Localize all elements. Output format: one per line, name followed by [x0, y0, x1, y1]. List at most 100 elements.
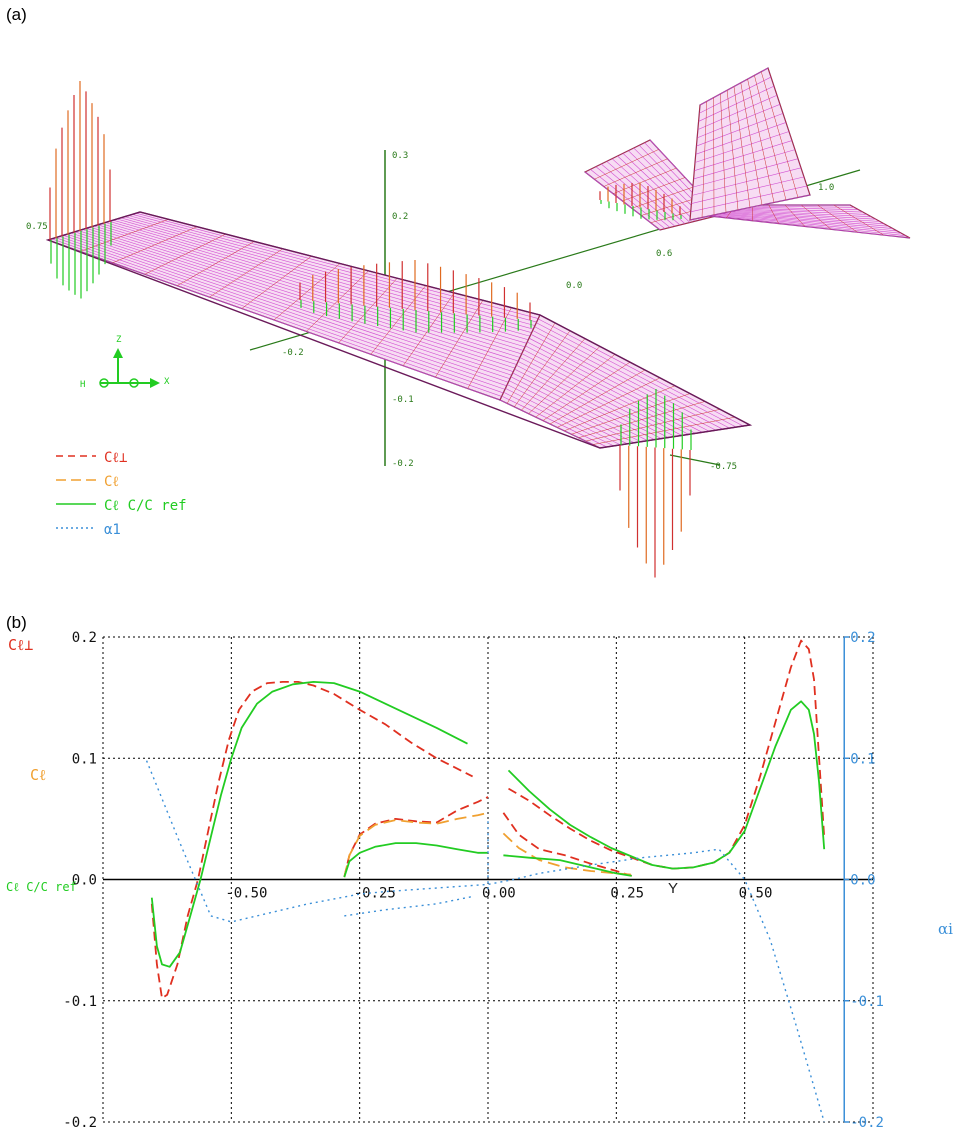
right-tick-label-2: 0.0: [850, 873, 875, 889]
main-wing-inboard-span-2: [112, 226, 198, 264]
xtick-label-2: 0.00: [482, 886, 516, 902]
y-tick-0: 0.75: [26, 222, 48, 232]
ytick-label-1: -0.1: [63, 994, 97, 1010]
series-0-segment-3: [502, 812, 632, 877]
main-wing-inboard-span-9: [338, 278, 398, 344]
tail-fin-span-9: [760, 71, 799, 198]
main-wing-inboard-span-5: [209, 248, 283, 298]
right-tick-label-1: -0.1: [850, 994, 884, 1010]
legend-label-cl: Cℓ: [104, 474, 119, 490]
main-wing-inboard-span-1: [80, 219, 169, 252]
tail-left-span-4: [622, 177, 686, 202]
tail-right-span-8: [849, 204, 911, 239]
tail-right-span-6: [817, 204, 858, 233]
z-tick-3: -0.2: [392, 459, 414, 469]
main-wing-inboard-span-12: [435, 300, 484, 378]
y-tick-1: 0.0: [566, 281, 582, 291]
main-wing-inboard-span-6: [241, 255, 312, 309]
ytick-label-0: -0.2: [63, 1115, 97, 1131]
right-axis-label: αi: [938, 920, 953, 938]
tail-left: [583, 139, 722, 231]
series-0-segment-2: [508, 639, 826, 870]
tip-spikes-right: [619, 389, 692, 578]
tail-left-span-8: [659, 214, 721, 231]
tail-fin-span-7: [747, 79, 775, 203]
right-tick-label-4: 0.2: [850, 630, 875, 646]
main-wing-outboard-span-6: [542, 361, 631, 421]
tail-right-span-7: [833, 204, 884, 236]
y-tick-2: 0.6: [656, 249, 672, 259]
panel-a-label: (a): [6, 5, 27, 24]
main-wing-outboard-span-13: [592, 416, 736, 445]
triad-y-label: H: [80, 380, 85, 390]
tail-fin-span-8: [754, 75, 787, 201]
tip-spikes-left: [49, 81, 112, 299]
series-2-segment-1: [343, 842, 488, 878]
series-3-segment-0: [145, 760, 825, 1123]
z-tick-0: 0.3: [392, 151, 408, 161]
y-tick-3: 1.0: [818, 183, 834, 193]
main-wing-inboard: [46, 211, 541, 401]
tail-fin: [689, 67, 811, 221]
legend-label-cl-c: Cℓ C/C ref: [104, 498, 187, 514]
le-spikes-mid: [299, 260, 532, 333]
tail-fin-span-6: [740, 82, 763, 206]
xtick-label-4: 0.50: [739, 886, 773, 902]
main-wing-inboard-span-4: [177, 241, 255, 286]
wing-3d-render: [45, 67, 911, 578]
main-wing-inboard-span-10: [370, 285, 426, 355]
panel-a: (a) 0.3 0.2 -0.1 -0.2 0.75 0.0 0.6 1.0 -…: [6, 5, 911, 578]
tail-fin-span-1: [701, 101, 708, 218]
ytick-label-4: 0.2: [72, 630, 97, 646]
xtick-label-0: -0.50: [225, 886, 267, 902]
tail-right-span-3: [768, 204, 779, 224]
legend-label-alpha: α1: [104, 522, 121, 538]
series-2-segment-2: [507, 700, 826, 870]
axis-triad: Z H X: [80, 335, 170, 390]
main-wing-outboard-span-1: [506, 322, 556, 404]
panel-b-label: (b): [6, 613, 27, 632]
series-3-segment-1: [344, 895, 473, 917]
legend-label-cl-perp: Cℓ⊥: [104, 450, 128, 466]
tail-fin-span-0: [689, 104, 701, 221]
tail-spikes: [599, 182, 682, 221]
ytick-label-3: 0.1: [72, 751, 97, 767]
x-axis-line: [669, 454, 721, 466]
tail-fin-span-3: [720, 93, 727, 213]
main-wing-outboard-span-12: [585, 409, 721, 442]
x-axis-label: Y: [668, 880, 678, 897]
ytick-label-2: 0.0: [72, 873, 97, 889]
main-wing-outboard-span-3: [521, 338, 586, 411]
series-2-segment-3: [503, 854, 632, 877]
main-wing-outboard-span-8: [557, 377, 661, 428]
main-wing-outboard: [499, 314, 752, 449]
series-1-segment-0: [343, 811, 489, 878]
tail-right-span-5: [801, 204, 832, 230]
main-wing-outboard-span-2: [514, 330, 571, 408]
main-wing-outboard-span-10: [571, 393, 691, 435]
main-wing-inboard-span-7: [273, 263, 341, 321]
series-0-segment-0: [150, 681, 474, 1000]
triad-z-label: Z: [116, 335, 122, 345]
main-wing-outboard-span-11: [578, 401, 706, 438]
main-wing-outboard-span-4: [528, 346, 601, 414]
tail-left-span-5: [631, 186, 694, 209]
main-wing-outline: [45, 211, 753, 449]
triad-x-label: X: [164, 377, 170, 387]
chart-series: [145, 639, 826, 1123]
series-1-segment-1: [502, 832, 632, 876]
panel-b: (b) -0.2 -0.1 0.0 0.1 0.2 -0.50 -0.25 0.00 0.25 0…: [6, 613, 953, 1131]
main-wing-inboard-span-13: [467, 307, 512, 389]
main-wing-outboard-span-0: [499, 314, 541, 401]
series-2-segment-0: [150, 681, 468, 968]
main-wing-outboard-span-7: [549, 369, 646, 425]
ylabel-cl: Cℓ: [30, 766, 46, 784]
right-tick-label-3: 0.1: [850, 751, 875, 767]
main-wing-outboard-span-5: [535, 354, 616, 418]
main-wing-inboard-span-8: [306, 270, 369, 332]
y-tick-5: -0.75: [710, 462, 737, 472]
xtick-label-3: 0.25: [610, 886, 644, 902]
tail-fin-span-5: [733, 86, 751, 208]
tail-left-span-2: [603, 158, 668, 187]
